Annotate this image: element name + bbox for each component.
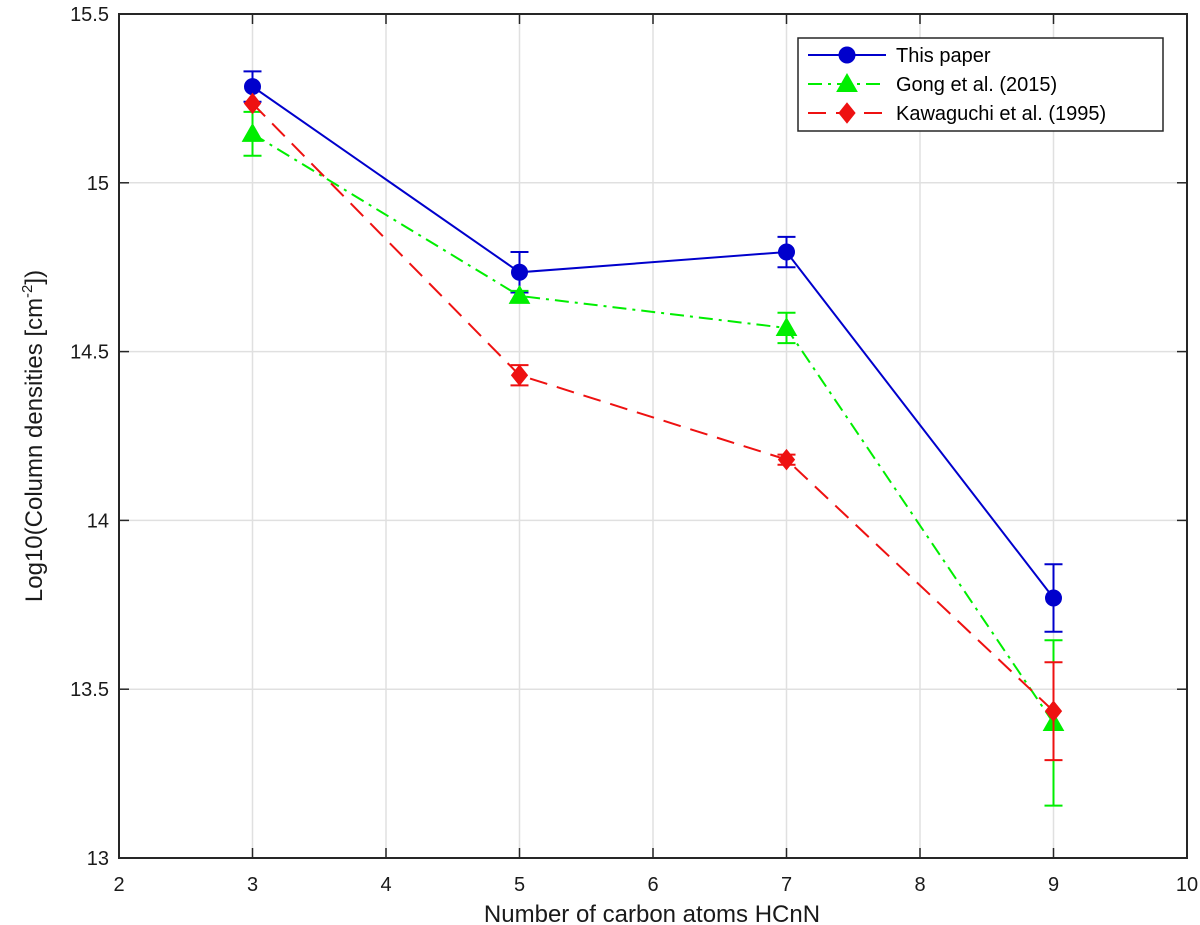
- data-point: [508, 284, 531, 304]
- y-tick-label: 13: [87, 848, 109, 870]
- data-point: [777, 448, 796, 471]
- data-point: [1044, 700, 1063, 722]
- data-point: [775, 316, 798, 336]
- series-line: [251, 102, 1055, 712]
- y-tick-label: 13.5: [70, 679, 109, 701]
- series-line: [251, 132, 1055, 724]
- data-point: [510, 364, 529, 387]
- legend-entry: Kawaguchi et al. (1995): [808, 102, 1106, 125]
- y-tick-label: 14.5: [70, 342, 109, 364]
- y-tick-label: 14: [87, 510, 109, 532]
- legend-label: This paper: [896, 45, 991, 67]
- grid: [118, 13, 1188, 859]
- x-tick-label: 5: [514, 874, 525, 896]
- legend-marker: [838, 46, 856, 64]
- legend-marker: [836, 72, 858, 92]
- legend-label: Kawaguchi et al. (1995): [896, 103, 1106, 125]
- x-tick-label: 4: [380, 874, 391, 896]
- data-point: [243, 92, 262, 115]
- legend-label: Gong et al. (2015): [896, 74, 1057, 96]
- legend-marker: [838, 102, 856, 124]
- data-point: [241, 122, 264, 142]
- x-tick-label: 10: [1176, 874, 1198, 896]
- x-tick-label: 9: [1048, 874, 1059, 896]
- x-axis-label: Number of carbon atoms HCnN: [484, 901, 820, 925]
- x-tick-label: 6: [647, 874, 658, 896]
- data-point: [1045, 589, 1062, 607]
- x-tick-label: 8: [914, 874, 925, 896]
- data-point: [244, 78, 261, 96]
- series-3: [243, 92, 1063, 762]
- y-tick-label: 15.5: [70, 4, 109, 26]
- y-tick-label: 15: [87, 173, 109, 195]
- x-tick-label: 7: [781, 874, 792, 896]
- x-tick-label: 3: [247, 874, 258, 896]
- legend-entry: Gong et al. (2015): [808, 72, 1057, 96]
- y-axis-label: Log10(Column densities [cm-2]): [19, 270, 48, 602]
- data-point: [778, 243, 795, 261]
- legend: This paper Gong et al. (2015) Kawaguchi et…: [797, 37, 1164, 132]
- series-line: [251, 85, 1055, 599]
- x-tick-label: 2: [113, 874, 124, 896]
- series-group: [241, 70, 1065, 807]
- legend-entry: This paper: [808, 45, 991, 67]
- axis-ticks: 2 3 4 5 6 7 8 9 10 13 13.5 14 14.5 15 15.5: [70, 4, 1198, 896]
- data-point: [511, 263, 528, 281]
